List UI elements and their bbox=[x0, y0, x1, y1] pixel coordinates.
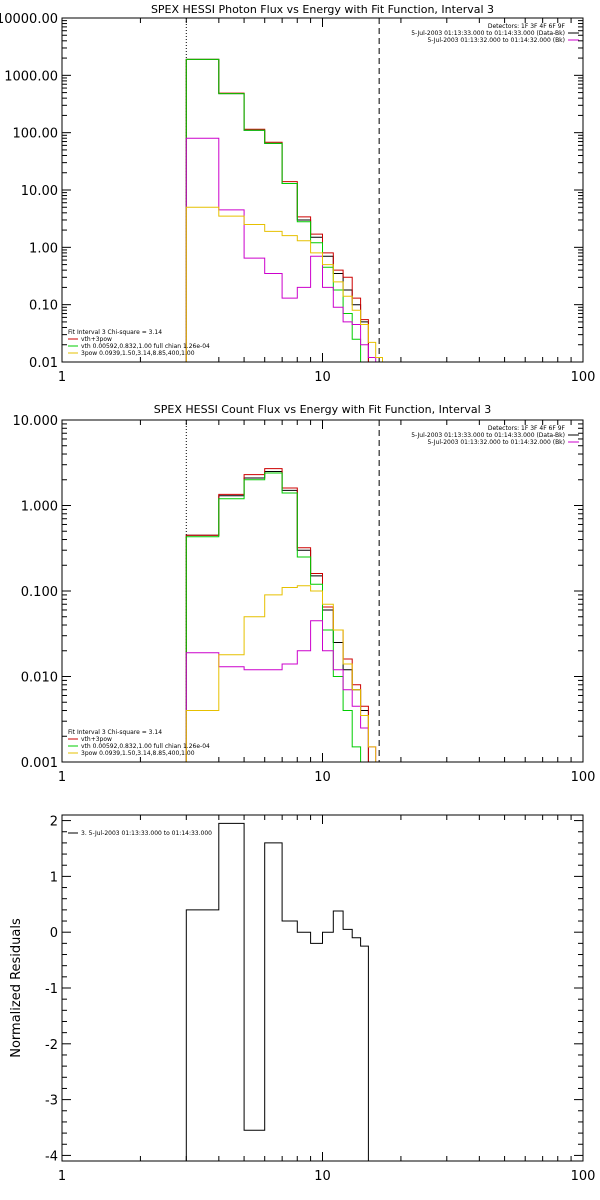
y-tick-label: 1000.00 bbox=[4, 69, 58, 84]
legend-left-entry: vth 0.00592,0.832,1.00 full chian 1.26e-… bbox=[81, 343, 210, 350]
y-tick-label: -3 bbox=[45, 1094, 58, 1109]
legend-right-entry: Detectors: 1F 3F 4F 6F 9F bbox=[488, 425, 566, 432]
plot-data bbox=[185, 18, 383, 362]
x-tick-label: 1 bbox=[58, 770, 66, 785]
y-tick-label: 0.01 bbox=[29, 356, 58, 371]
series-1-line bbox=[185, 822, 369, 1161]
series-5-line bbox=[185, 585, 377, 762]
chart-1: SPEX HESSI Photon Flux vs Energy with Fi… bbox=[0, 3, 596, 385]
series-1-line bbox=[185, 58, 369, 362]
legend-left-entry: Fit Interval 3 Chi-square = 3.14 bbox=[68, 729, 162, 736]
series-3-line bbox=[185, 472, 362, 762]
legend-left-entry: Fit Interval 3 Chi-square = 3.14 bbox=[68, 329, 162, 336]
plot-frame bbox=[61, 419, 584, 763]
legend-right-entry: 5-Jul-2003 01:13:32.000 to 01:14:32.000 … bbox=[427, 37, 565, 44]
legend-left-entry: 3pow 0.0939,1.50,3.14,8.85,400,1.00 bbox=[81, 750, 195, 757]
y-tick-label: 0.001 bbox=[21, 756, 58, 771]
y-tick-label: 1.000 bbox=[21, 500, 58, 515]
x-ticks bbox=[61, 815, 584, 1161]
y-tick-label: 100.00 bbox=[13, 127, 59, 142]
legend-right-entry: 5-Jul-2003 01:13:33.000 to 01:14:33.000 … bbox=[411, 30, 565, 37]
x-tick-label: 100 bbox=[571, 370, 596, 385]
y-tick-label: -4 bbox=[45, 1149, 58, 1164]
y-axis-label: Normalized Residuals bbox=[9, 918, 24, 1058]
series-1-line bbox=[185, 471, 369, 762]
legend-right-entry: 5-Jul-2003 01:13:33.000 to 01:14:33.000 … bbox=[411, 432, 565, 439]
y-tick-label: 0.10 bbox=[29, 299, 58, 314]
x-tick-label: 10 bbox=[314, 770, 331, 785]
legend-right-entry: 5-Jul-2003 01:13:32.000 to 01:14:32.000 … bbox=[427, 439, 565, 446]
y-tick-label: 0.010 bbox=[21, 671, 58, 686]
y-tick-label: 1 bbox=[50, 870, 58, 885]
plot-data bbox=[185, 822, 369, 1161]
series-2-line bbox=[185, 468, 369, 762]
y-tick-label: -2 bbox=[45, 1038, 58, 1053]
x-tick-label: 1 bbox=[58, 370, 66, 385]
x-tick-label: 100 bbox=[571, 1169, 596, 1184]
x-ticks bbox=[61, 18, 584, 362]
series-4-line bbox=[185, 620, 377, 762]
legend-left-entry: vth+3pow bbox=[81, 336, 112, 343]
plot-data bbox=[185, 420, 380, 762]
series-5-line bbox=[185, 206, 383, 362]
y-tick-label: 1.00 bbox=[29, 241, 58, 256]
y-tick-label: -1 bbox=[45, 982, 58, 997]
y-ticks bbox=[62, 17, 583, 363]
y-tick-label: 0 bbox=[50, 926, 58, 941]
y-tick-label: 10.00 bbox=[21, 184, 58, 199]
y-tick-label: 2 bbox=[50, 815, 58, 830]
legend-right-entry: Detectors: 1F 3F 4F 6F 9F bbox=[488, 23, 566, 30]
plot-frame bbox=[61, 17, 584, 363]
x-tick-label: 1 bbox=[58, 1169, 66, 1184]
legend-left-entry: 3. 5-Jul-2003 01:13:33.000 to 01:14:33.0… bbox=[81, 830, 212, 837]
series-4-line bbox=[185, 137, 377, 362]
chart-title: SPEX HESSI Photon Flux vs Energy with Fi… bbox=[151, 3, 494, 16]
chart-2: SPEX HESSI Count Flux vs Energy with Fit… bbox=[13, 403, 596, 785]
series-2-line bbox=[185, 58, 369, 362]
x-tick-label: 10 bbox=[314, 370, 331, 385]
chart-title: SPEX HESSI Count Flux vs Energy with Fit… bbox=[154, 403, 491, 416]
x-tick-label: 100 bbox=[571, 770, 596, 785]
y-tick-label: 10000.00 bbox=[0, 12, 58, 27]
y-tick-label: 0.100 bbox=[21, 585, 58, 600]
y-ticks bbox=[62, 419, 583, 763]
series-3-line bbox=[185, 58, 362, 362]
legend-left-entry: vth+3pow bbox=[81, 736, 112, 743]
legend-left-entry: 3pow 0.0939,1.50,3.14,8.85,400,1.00 bbox=[81, 350, 195, 357]
x-tick-label: 10 bbox=[314, 1169, 331, 1184]
chart-3: Normalized Residuals 1 10 100 -4 -3 -2 -1 0 1 2 3. … bbox=[9, 814, 596, 1184]
y-ticks bbox=[62, 820, 583, 1156]
plot-frame bbox=[61, 814, 584, 1162]
legend-left-entry: vth 0.00592,0.832,1.00 full chian 1.26e-… bbox=[81, 743, 210, 750]
y-tick-label: 10.000 bbox=[13, 414, 59, 429]
